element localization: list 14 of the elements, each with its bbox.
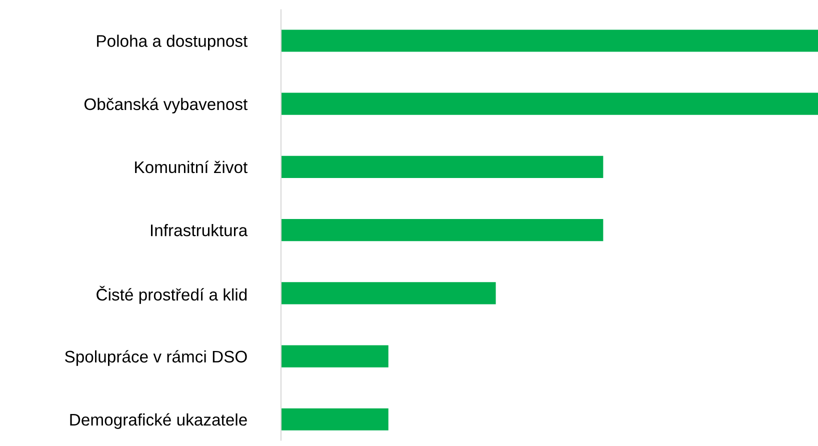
- y-tick-label: Komunitní život: [135, 160, 248, 174]
- bar: [280, 282, 496, 304]
- bar: [280, 219, 604, 242]
- bar: [280, 30, 818, 52]
- y-tick-label: Čisté prostředí a klid: [96, 286, 247, 304]
- y-tick-label: Poloha a dostupnost: [97, 34, 248, 50]
- y-tick-label: Infrastruktura: [151, 224, 248, 236]
- y-tick-label: Demografické ukazatele: [70, 413, 247, 429]
- bar: [280, 92, 818, 115]
- bar: [280, 156, 604, 178]
- bar: [280, 408, 388, 430]
- y-tick-label: Spolupráce v rámci DSO: [65, 350, 247, 366]
- bar: [280, 345, 388, 368]
- y-tick-label: Občanská vybavenost: [84, 98, 248, 114]
